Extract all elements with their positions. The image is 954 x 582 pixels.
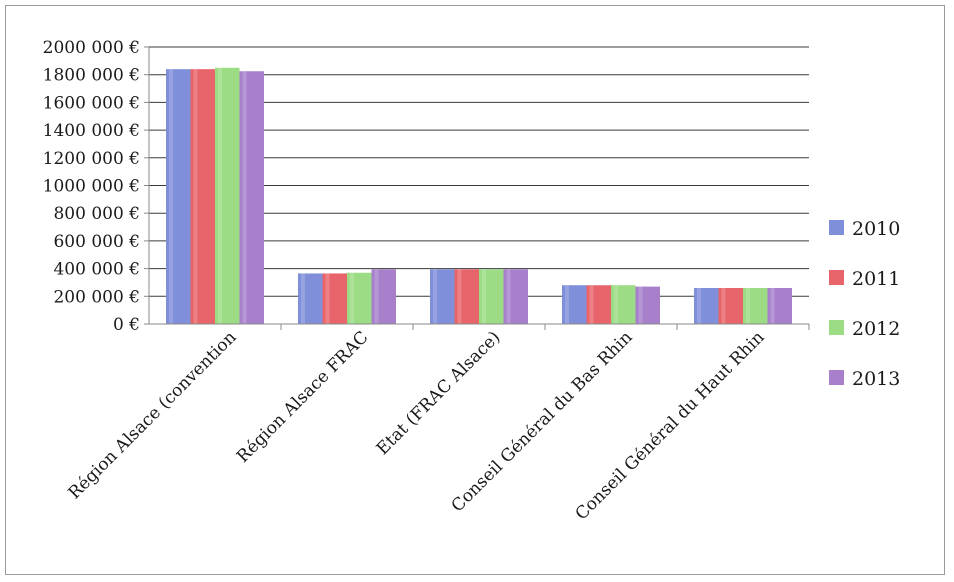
bar-2013 [503,269,528,324]
bar-highlight [697,287,701,324]
bar-highlight [721,287,726,324]
bar-highlight [433,269,437,324]
y-tick-label: 1800 000 € [43,66,140,86]
y-tick-label: 1000 000 € [43,177,140,197]
bar-highlight [193,69,198,324]
y-tick-label: 800 000 € [53,204,140,224]
category-label: Etat (FRAC Alsace) [373,327,505,459]
legend-swatch [829,320,844,335]
bar-highlight [482,269,486,324]
bar-2010 [166,69,191,324]
bar-chart: 0 € 200 000 € 400 000 € 600 000 € 800 000 € 1… [43,38,901,524]
y-tick-label: 600 000 € [53,232,140,252]
bar-2010 [430,269,455,324]
legend-swatch [829,370,844,385]
category-label: Région Alsace (convention [65,327,241,503]
bar-highlight [242,71,247,324]
bar-highlight [638,286,643,324]
y-tick-label: 200 000 € [53,287,140,307]
bar-highlight [770,287,775,324]
bar-2011 [322,273,347,324]
legend-label: 2012 [852,318,900,340]
legend: 2010 2011 2012 2013 [829,218,900,390]
bar-highlight [301,273,305,324]
legend-swatch [829,270,844,285]
bar-2010 [298,273,323,324]
legend-label: 2011 [852,268,900,290]
bar-2011 [586,285,611,324]
bar-highlight [218,67,222,325]
legend-swatch [829,220,844,235]
bar-2012 [215,67,240,325]
y-tick-label: 1200 000 € [43,149,140,169]
bar-2011 [718,287,743,324]
bar-2011 [454,269,479,324]
bar-2013 [239,71,264,324]
bar-highlight [506,269,511,324]
chart-frame: 0 € 200 000 € 400 000 € 600 000 € 800 000 € 1… [5,5,945,575]
y-tick-label: 1400 000 € [43,121,140,141]
category-label: Région Alsace FRAC [233,327,372,466]
legend-label: 2010 [852,218,900,240]
bar-highlight [374,269,379,324]
bar-2012 [347,272,372,324]
bar-highlight [746,287,750,324]
bar-2012 [611,285,636,324]
bar-2010 [694,287,719,324]
y-tick-label: 1600 000 € [43,93,140,113]
bar-2013 [371,269,396,324]
bar-2013 [635,286,660,324]
bar-highlight [169,69,173,324]
bar-2010 [562,285,587,324]
bar-highlight [565,285,569,324]
bars [166,67,792,325]
bar-highlight [457,269,462,324]
bar-2011 [190,69,215,324]
bar-2012 [743,287,768,324]
bar-highlight [325,273,330,324]
y-tick-label: 400 000 € [53,260,140,280]
y-axis-ticks: 0 € 200 000 € 400 000 € 600 000 € 800 000 € 1… [43,38,149,335]
legend-label: 2013 [852,368,900,390]
bar-2013 [767,287,792,324]
y-tick-label: 0 € [113,315,140,335]
bar-highlight [350,272,354,324]
bar-2012 [479,269,504,324]
y-tick-label: 2000 000 € [43,38,140,58]
bar-highlight [589,285,594,324]
bar-highlight [614,285,618,324]
